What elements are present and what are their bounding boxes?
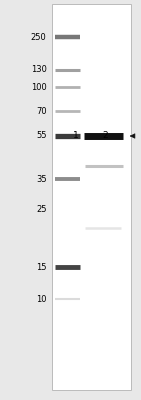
Text: 25: 25	[36, 205, 47, 214]
Text: 70: 70	[36, 107, 47, 116]
Text: 35: 35	[36, 175, 47, 184]
Text: 1: 1	[73, 131, 78, 140]
Text: 2: 2	[102, 131, 108, 140]
Text: 100: 100	[31, 83, 47, 92]
Text: 15: 15	[36, 263, 47, 272]
Text: 55: 55	[36, 132, 47, 140]
Bar	[52, 4, 131, 390]
Text: 10: 10	[36, 295, 47, 304]
Text: 250: 250	[31, 33, 47, 42]
Text: 130: 130	[31, 66, 47, 74]
